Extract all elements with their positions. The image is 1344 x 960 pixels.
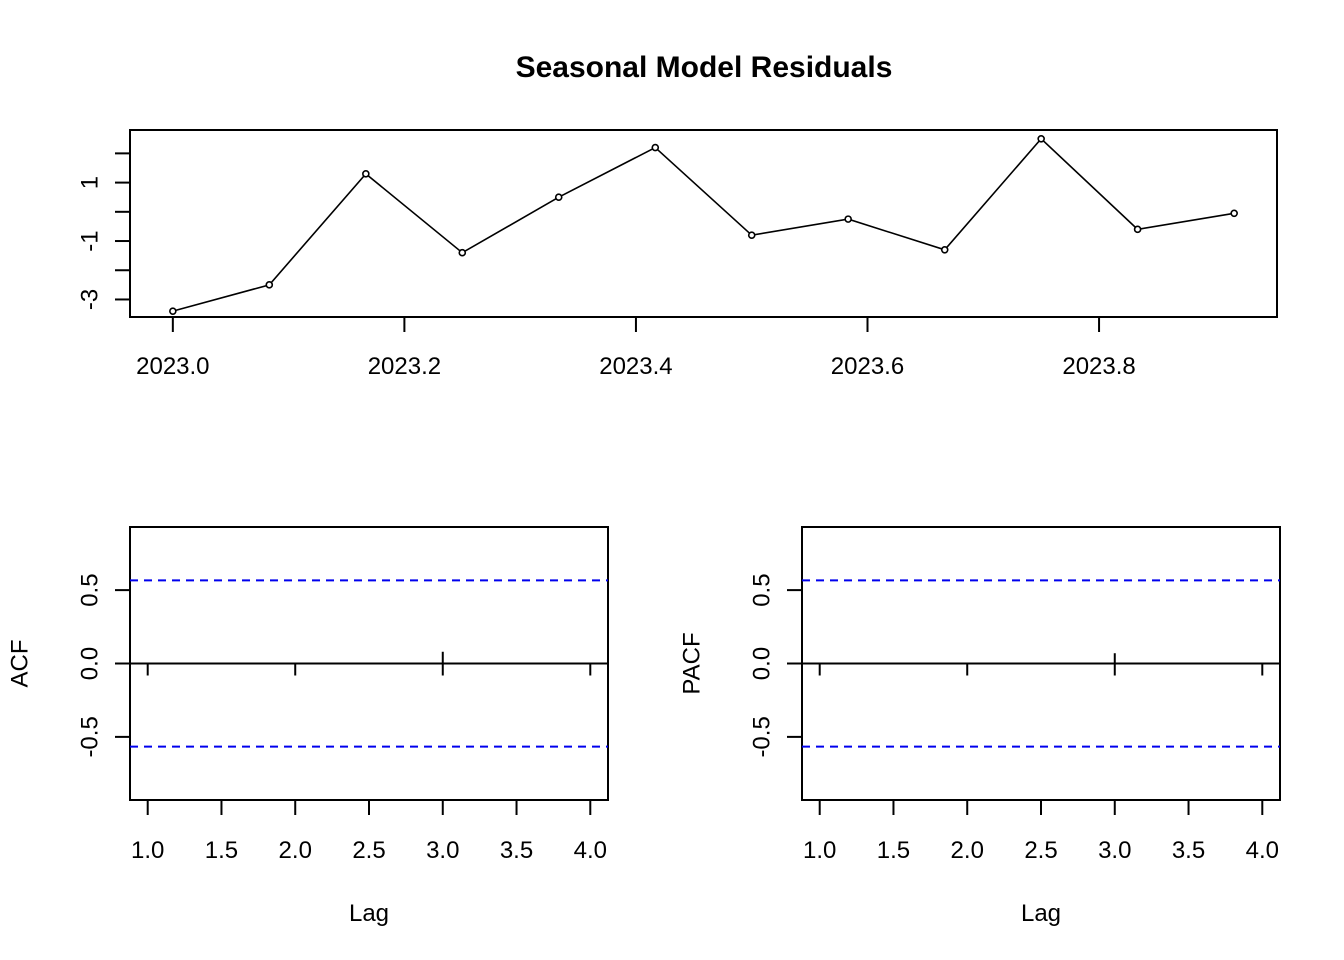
x-tick-label: 1.5 xyxy=(205,837,238,864)
residuals-time-series-panel: 2023.0 2023.2 2023.4 2023.6 2023.8 -3 -1 1 xyxy=(77,129,1278,380)
x-tick-label: 2023.0 xyxy=(136,353,209,380)
residual-point xyxy=(1037,134,1045,143)
x-tick-label: 2.0 xyxy=(279,837,312,864)
residual-point xyxy=(1230,209,1238,218)
x-tick-label: 2.5 xyxy=(352,837,385,864)
x-tick-label: 2023.6 xyxy=(831,353,904,380)
residual-point xyxy=(940,245,949,254)
y-tick-label: -0.5 xyxy=(77,716,104,757)
x-tick-label: 2023.2 xyxy=(368,353,441,380)
y-tick-label: 0.5 xyxy=(749,573,776,606)
x-tick-label: 3.5 xyxy=(500,837,533,864)
residual-point xyxy=(362,170,370,178)
y-tick-label: -1 xyxy=(77,230,104,251)
residual-line xyxy=(172,137,1235,312)
y-tick-label: 0.5 xyxy=(77,573,104,606)
residual-point xyxy=(747,231,756,239)
y-tick-label: 1 xyxy=(77,176,104,189)
y-axis-label: ACF xyxy=(7,640,34,688)
x-tick-label: 1.5 xyxy=(877,837,910,864)
residual-point xyxy=(458,248,467,257)
y-tick-label: 0.0 xyxy=(77,647,104,680)
x-tick-label: 1.0 xyxy=(131,837,164,864)
residual-point xyxy=(844,215,852,223)
x-tick-label: 4.0 xyxy=(574,837,607,864)
residual-point xyxy=(554,193,563,202)
y-tick-label: -3 xyxy=(77,289,104,310)
chart-title: Seasonal Model Residuals xyxy=(516,51,893,84)
x-tick-label: 2023.8 xyxy=(1062,353,1135,380)
residual-point xyxy=(651,143,660,152)
acf-panel: 1.0 1.5 2.0 2.5 3.0 3.5 4.0 -0.5 0.0 0.5 Lag ACF xyxy=(7,526,609,927)
x-tick-label: 3.0 xyxy=(1098,837,1131,864)
y-tick-label: -0.5 xyxy=(749,716,776,757)
plot-frame xyxy=(129,129,1278,318)
y-axis-label: PACF xyxy=(679,632,706,694)
x-axis-label: Lag xyxy=(1021,900,1061,927)
x-axis-label: Lag xyxy=(349,900,389,927)
x-tick-label: 2.5 xyxy=(1024,837,1057,864)
residual-point xyxy=(265,281,274,289)
pacf-panel: 1.0 1.5 2.0 2.5 3.0 3.5 4.0 -0.5 0.0 0.5 Lag PACF xyxy=(679,526,1281,927)
residual-point xyxy=(1133,225,1142,234)
x-tick-label: 3.5 xyxy=(1172,837,1205,864)
x-tick-label: 1.0 xyxy=(803,837,836,864)
x-tick-label: 2023.4 xyxy=(599,353,672,380)
residual-point xyxy=(169,307,177,315)
y-tick-label: 0.0 xyxy=(749,647,776,680)
x-tick-label: 4.0 xyxy=(1246,837,1279,864)
x-tick-label: 2.0 xyxy=(951,837,984,864)
x-tick-label: 3.0 xyxy=(426,837,459,864)
